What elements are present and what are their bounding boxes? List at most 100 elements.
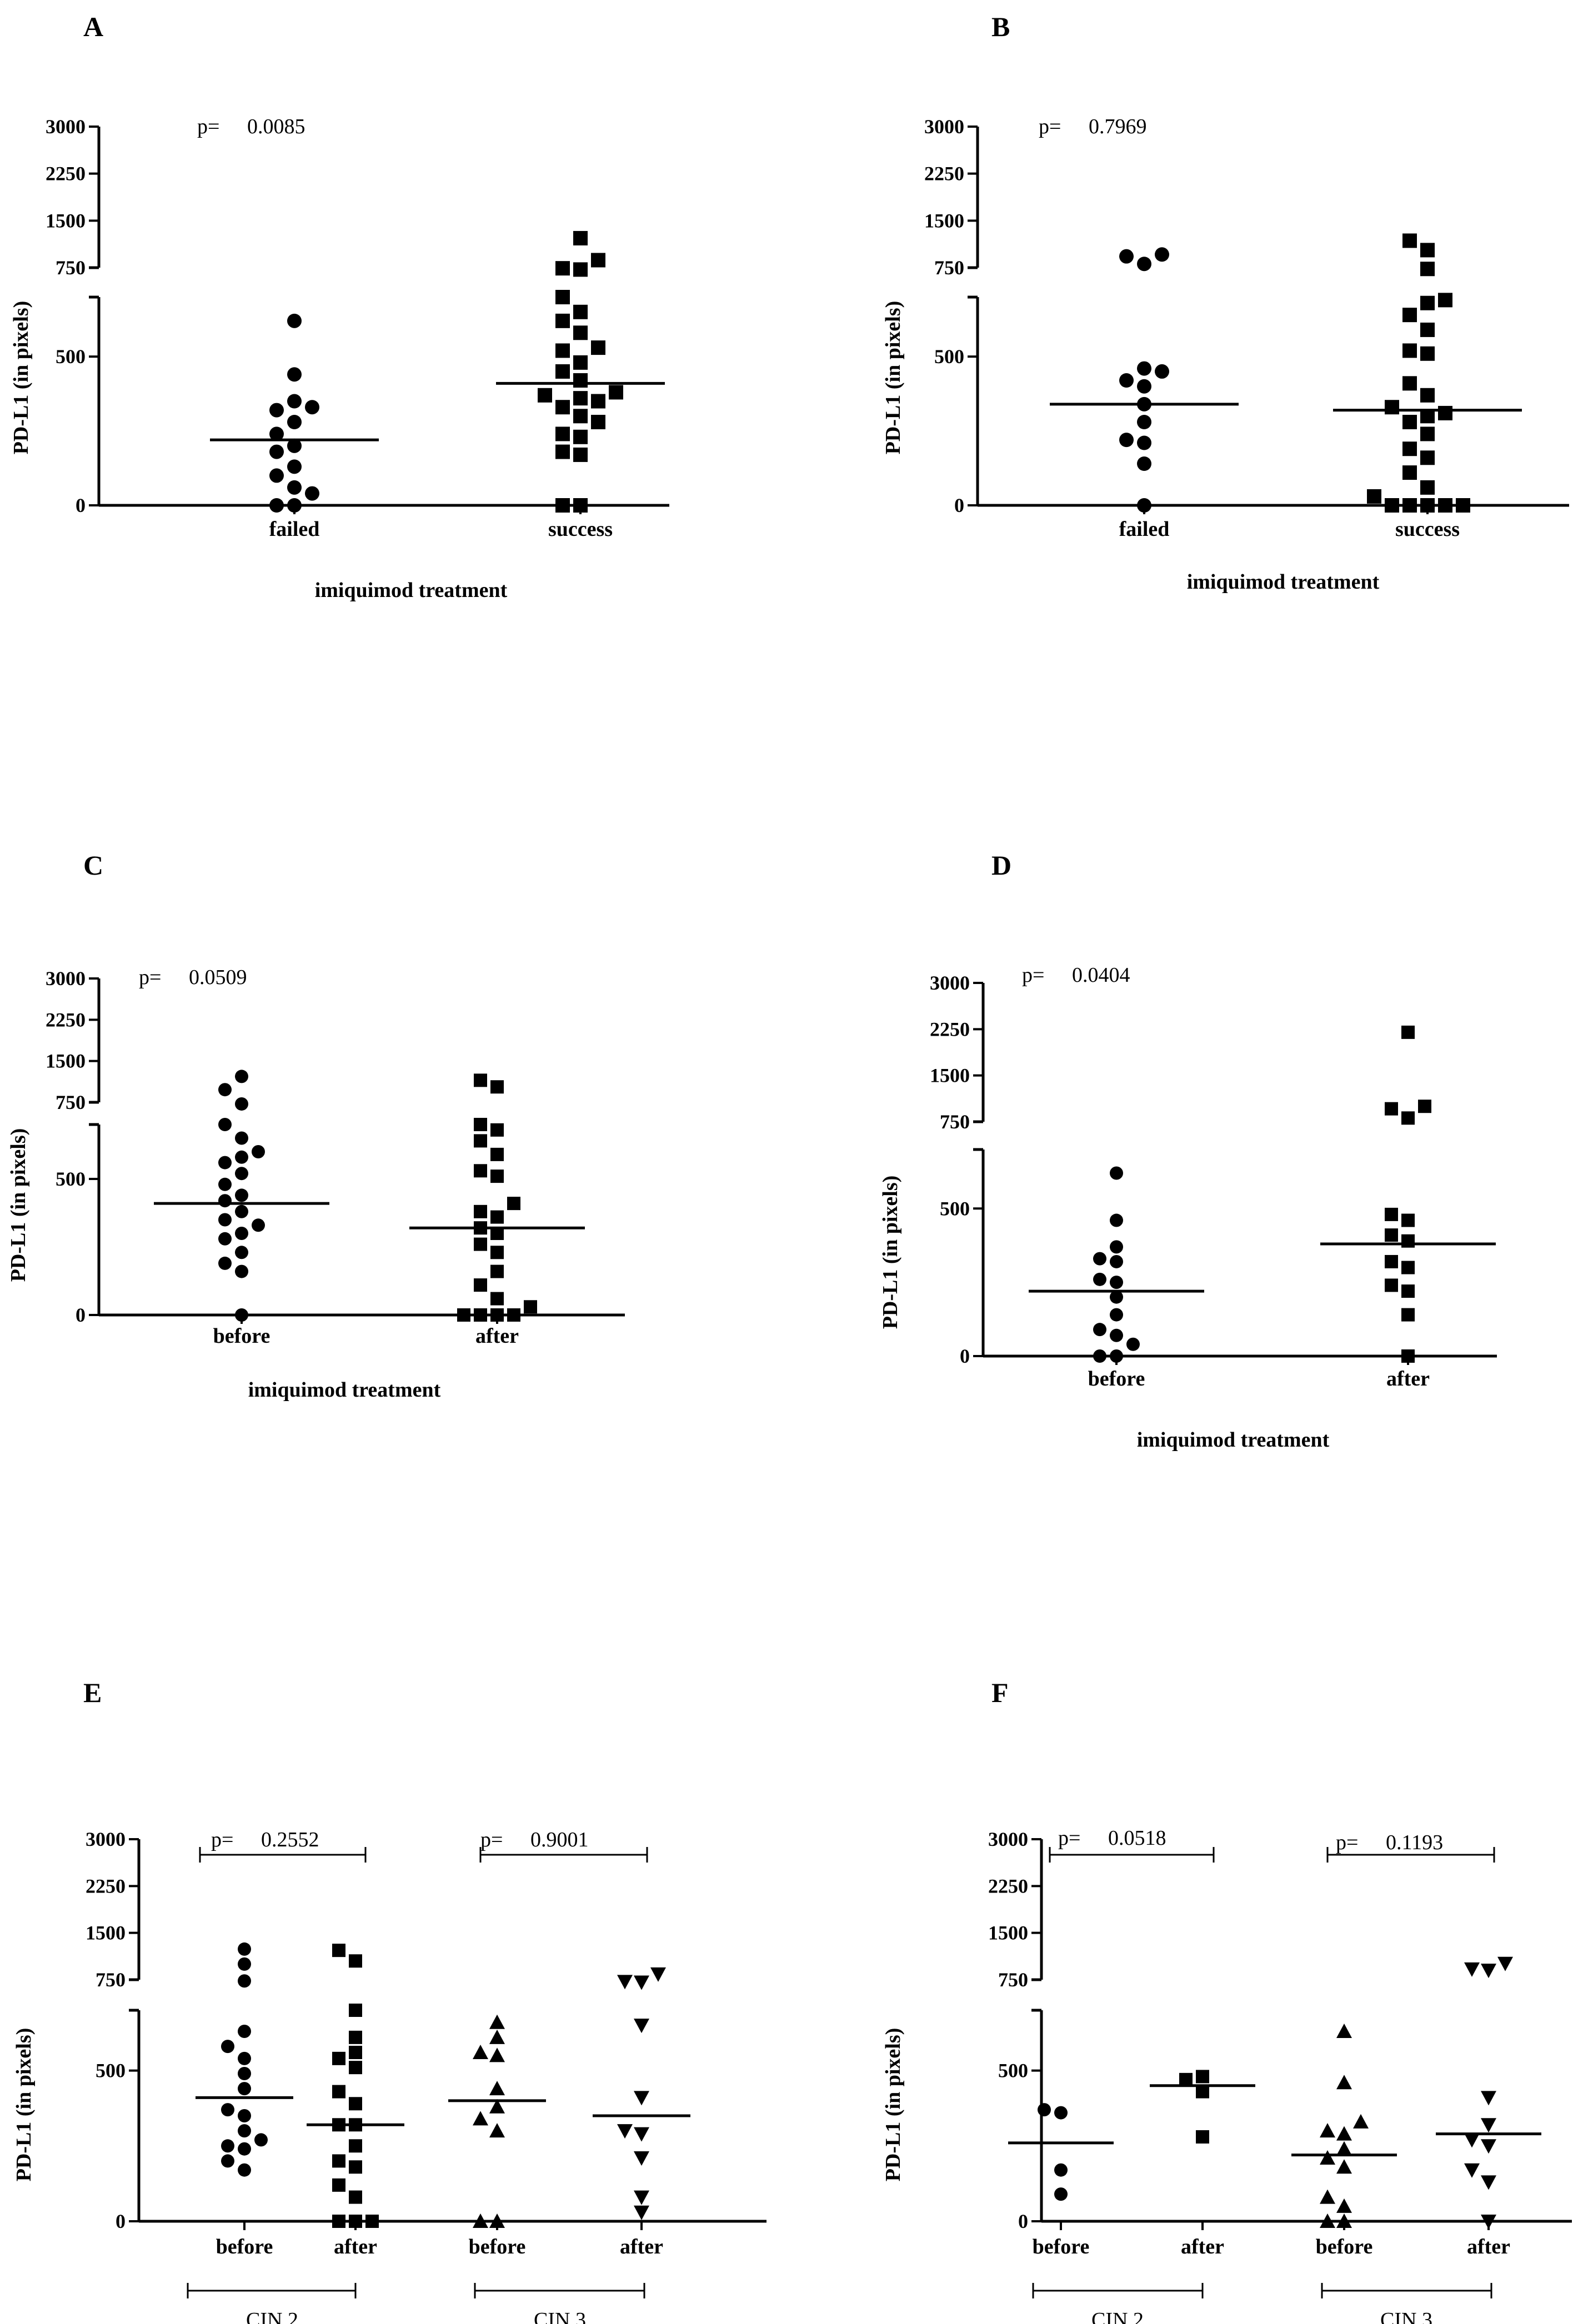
data-point — [235, 1308, 248, 1322]
series-before: before — [196, 1942, 293, 2258]
p-label: p= — [1336, 1831, 1358, 1854]
data-point — [1420, 480, 1435, 495]
data-point — [1420, 426, 1435, 441]
data-point — [1438, 293, 1452, 308]
data-point — [235, 1150, 248, 1164]
y-tick-label: 500 — [940, 1197, 970, 1219]
data-point — [1137, 361, 1151, 376]
data-point — [238, 1957, 251, 1971]
data-point — [1336, 2126, 1352, 2141]
data-point — [617, 2124, 633, 2139]
data-point — [218, 1194, 232, 1208]
data-point — [221, 2154, 234, 2168]
y-tick-label: 0 — [954, 494, 964, 516]
series-before: before — [1029, 1166, 1204, 1391]
data-point — [287, 394, 302, 409]
data-point — [1119, 249, 1134, 264]
data-point — [573, 325, 588, 340]
data-point — [269, 468, 284, 483]
data-point — [349, 2097, 362, 2111]
data-point — [1481, 2118, 1496, 2133]
panel-b: B 0 500 750 1500 2250 3000 PD-L1 (in pixels) imi… — [881, 11, 1569, 594]
data-point — [555, 426, 570, 441]
data-point — [332, 2051, 345, 2065]
data-point — [1137, 435, 1151, 450]
data-point — [634, 2151, 649, 2166]
data-point — [349, 2215, 362, 2228]
x-tick-label: before — [216, 2235, 273, 2258]
data-point — [1402, 441, 1417, 456]
data-point — [457, 1308, 470, 1322]
data-point — [218, 1256, 232, 1270]
p-label: p= — [1058, 1826, 1080, 1850]
y-axis-label: PD-L1 (in pixels) — [879, 1176, 902, 1329]
data-point — [1110, 1349, 1123, 1363]
data-point — [1402, 233, 1417, 248]
data-point — [573, 355, 588, 370]
y-tick-label: 2250 — [46, 163, 86, 185]
y-tick-label: 2250 — [46, 1008, 86, 1031]
data-point — [490, 1292, 504, 1306]
data-point — [489, 2081, 505, 2096]
data-point — [1093, 1323, 1106, 1337]
y-axis-label: PD-L1 (in pixels) — [9, 301, 33, 455]
series-after: after — [409, 1073, 585, 1348]
p-label: p= — [211, 1828, 233, 1851]
x-tick-label: before — [1316, 2235, 1373, 2258]
p-value: 0.2552 — [261, 1828, 319, 1851]
data-point — [349, 2139, 362, 2153]
x-tick-label: failed — [1119, 518, 1170, 541]
y-tick-label: 0 — [76, 494, 86, 516]
panel-letter: E — [83, 1677, 102, 1708]
data-point — [221, 2103, 234, 2117]
y-tick-label: 2250 — [988, 1875, 1028, 1897]
x-tick-label: before — [469, 2235, 526, 2258]
data-point — [474, 1308, 487, 1322]
data-point — [1336, 2198, 1352, 2213]
y-tick-label: 500 — [934, 345, 964, 368]
panel-e: E 0 500 750 1500 2250 3000 PD-L1 (in pixels) bef… — [12, 1677, 767, 2324]
data-point — [634, 2127, 649, 2142]
data-point — [1401, 1213, 1415, 1227]
series-success: success — [1333, 233, 1522, 541]
data-point — [1401, 1234, 1415, 1248]
data-point — [235, 1188, 248, 1202]
data-point — [538, 388, 552, 403]
data-point — [490, 1147, 504, 1161]
y-tick-label: 3000 — [930, 972, 970, 994]
group-label: CIN 3 — [534, 2308, 586, 2324]
data-point — [218, 1177, 232, 1191]
panel-letter: C — [83, 850, 103, 881]
data-point — [650, 1967, 666, 1982]
data-point — [238, 2082, 251, 2096]
data-point — [1320, 2213, 1335, 2228]
data-point — [555, 364, 570, 379]
data-point — [1401, 1025, 1415, 1039]
data-point — [1320, 2123, 1335, 2138]
data-point — [1110, 1308, 1123, 1322]
p-value: 0.9001 — [530, 1828, 589, 1851]
data-point — [573, 409, 588, 424]
x-tick-label: before — [1033, 2235, 1090, 2258]
data-point — [218, 1083, 232, 1097]
data-point — [1054, 2187, 1068, 2201]
data-point — [252, 1145, 265, 1158]
y-tick-label: 3000 — [924, 116, 964, 138]
data-point — [490, 1264, 504, 1278]
data-point — [1402, 308, 1417, 323]
data-point — [1320, 2189, 1335, 2204]
x-tick-label: failed — [269, 518, 320, 541]
data-point — [1464, 2163, 1480, 2178]
group-label: CIN 3 — [1380, 2308, 1432, 2324]
data-point — [349, 1954, 362, 1968]
series-after: after — [1150, 2070, 1255, 2258]
data-point — [634, 1975, 649, 1990]
x-tick-label: after — [334, 2235, 377, 2258]
data-point — [235, 1204, 248, 1218]
data-point — [269, 403, 284, 418]
data-point — [573, 391, 588, 406]
y-tick-label: 750 — [934, 257, 964, 279]
data-point — [287, 367, 302, 382]
series-failed: failed — [1050, 247, 1239, 541]
